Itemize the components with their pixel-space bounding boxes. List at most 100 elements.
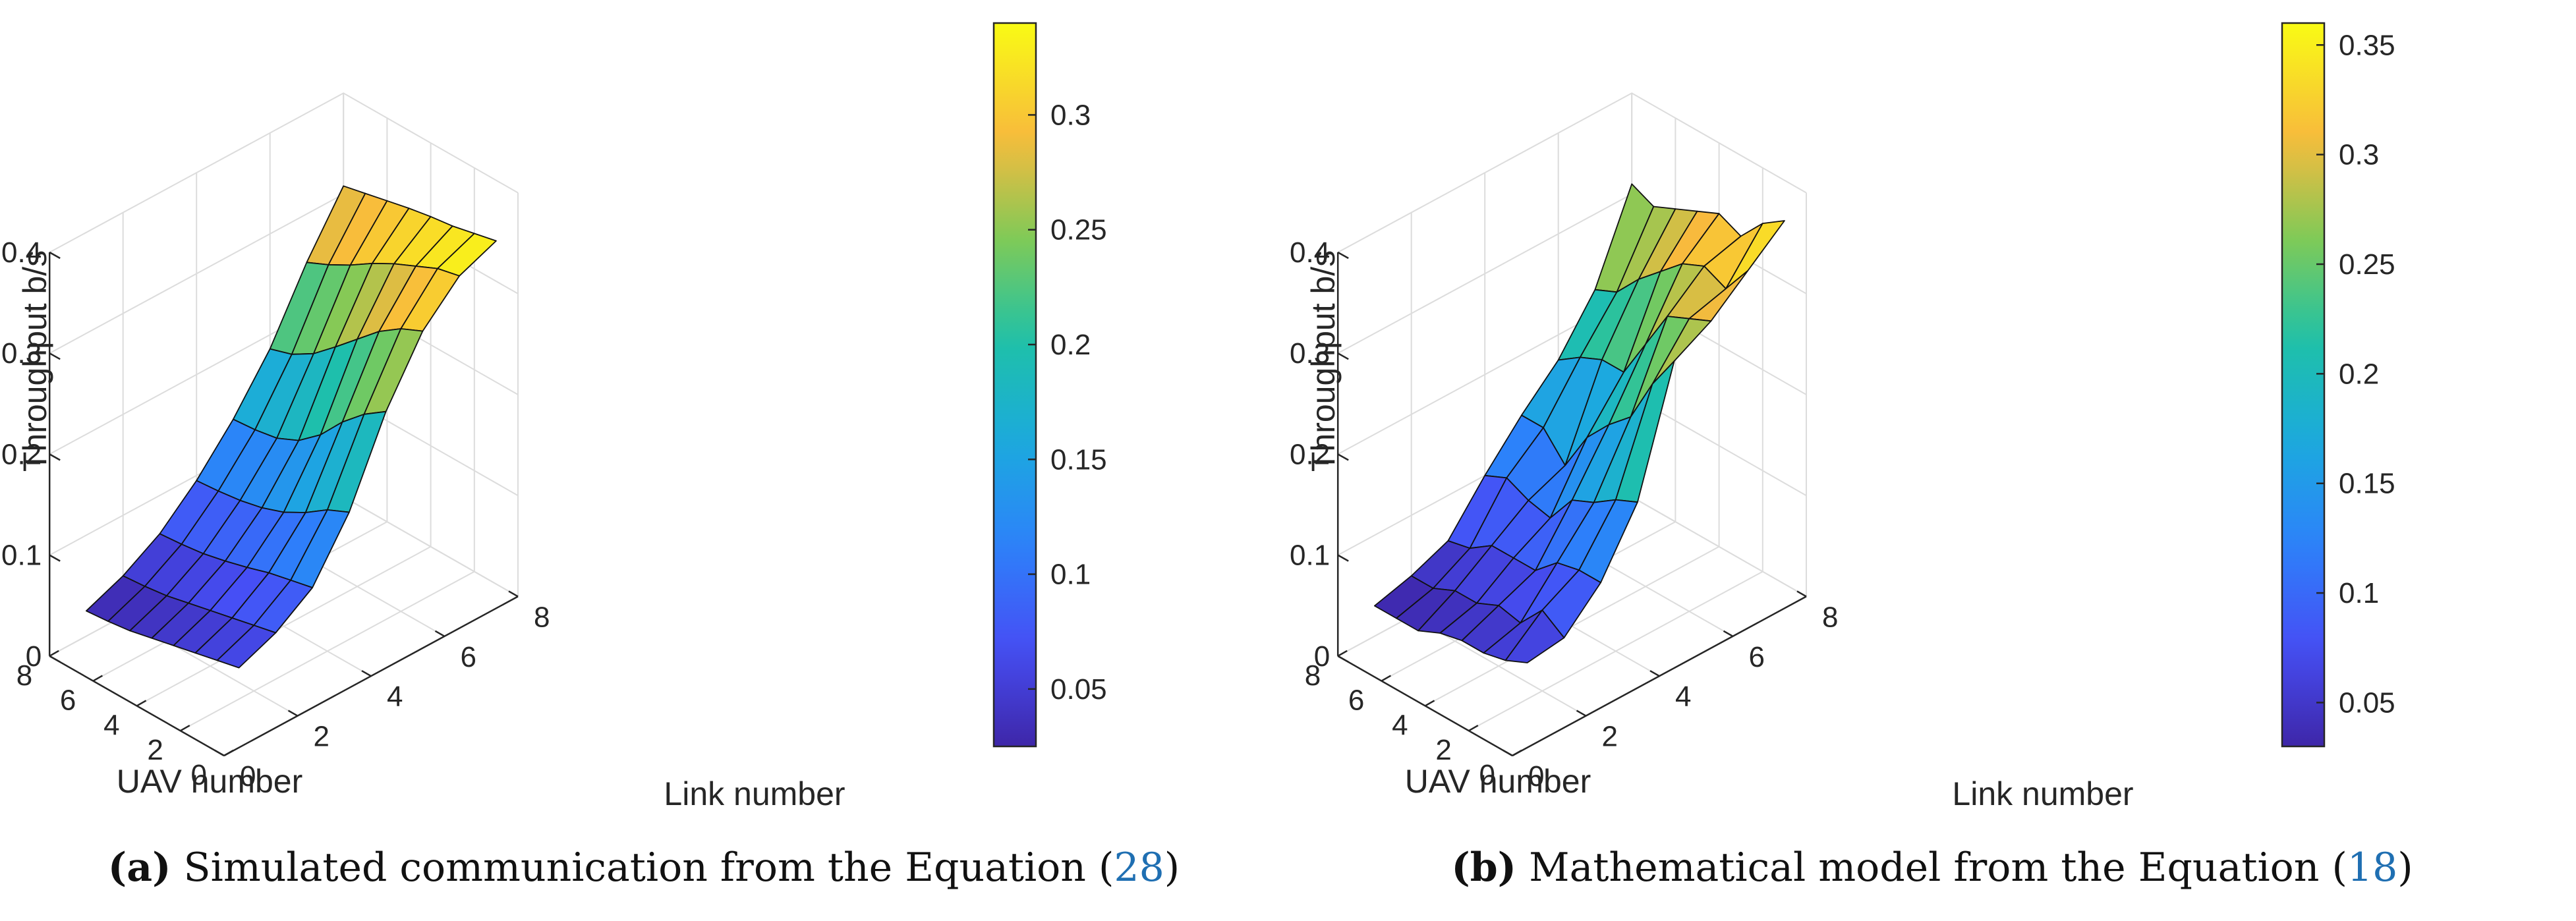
caption-ref-a[interactable]: 28 <box>1114 845 1164 891</box>
colorbar-tick-label: 0.2 <box>1050 329 1091 361</box>
colorbar-tick-label: 0.25 <box>2339 248 2395 281</box>
z-tick-label: 0.4 <box>1 237 42 269</box>
z-tick <box>1337 655 1349 663</box>
z-tick-label: 0.1 <box>1290 540 1330 572</box>
z-tick-label: 0.1 <box>1 540 42 572</box>
z-tick-label: 0.2 <box>1 438 42 470</box>
floor-y-gridline <box>136 545 432 707</box>
colorbar <box>2281 22 2326 748</box>
x-tick-label: 6 <box>1749 641 1765 673</box>
x-tick-label: 2 <box>1602 721 1618 753</box>
y-tick-label: 2 <box>1435 734 1451 766</box>
chart-panel-b: 0 2 4 6 8 0 2 4 6 8 0 0.1 0.2 0.3 0.4 Link number UAV nu… <box>1288 0 2576 921</box>
y-tick-label: 4 <box>103 709 119 741</box>
surface-b <box>1373 183 1785 663</box>
x-tick <box>434 630 445 637</box>
z-tick <box>49 251 61 260</box>
x-axis-label: Link number <box>1952 775 2133 812</box>
y-tick <box>1468 725 1479 732</box>
y-tick <box>92 675 103 682</box>
colorbar-tick-label: 0.15 <box>1050 443 1107 476</box>
z-axis-label: Throughput b/s <box>1305 250 1342 472</box>
z-tick <box>49 554 61 562</box>
caption-tag-a: (a) <box>108 845 171 891</box>
y-axis-label: UAV number <box>1405 763 1591 800</box>
floor-x-gridline <box>343 496 519 598</box>
z-tick <box>1337 251 1349 260</box>
caption-ref-b[interactable]: 18 <box>2347 845 2398 891</box>
x-tick-label: 6 <box>461 641 476 673</box>
z-tick-label: 0 <box>1314 640 1330 673</box>
caption-b: (b) Mathematical model from the Equation… <box>1288 845 2576 891</box>
y-tick <box>1337 650 1348 657</box>
colorbar-tick-label: 0.3 <box>1050 99 1091 131</box>
caption-tag-b: (b) <box>1451 845 1516 891</box>
chart-panel-a: 0 2 4 6 8 0 2 4 6 8 0 0.1 0.2 0.3 0.4 Link number UAV nu… <box>0 22 1288 891</box>
x-tick <box>214 749 225 757</box>
y-tick <box>180 725 190 732</box>
x-tick <box>508 590 519 598</box>
y-axis-label: UAV number <box>117 763 303 800</box>
x-tick-label: 8 <box>1822 601 1838 633</box>
colorbar <box>992 22 1037 748</box>
caption-paren-open-a: ( <box>107 845 127 891</box>
y-tick-label: 0 <box>191 759 207 791</box>
y-tick-label: 0 <box>1479 759 1495 791</box>
caption-label-b: b <box>1470 845 1498 891</box>
z-axis-label: Throughput b/s <box>16 250 53 472</box>
x-tick <box>1576 710 1587 717</box>
x-tick-label: 2 <box>314 721 329 753</box>
colorbar-tick-label: 0.1 <box>1050 559 1091 591</box>
y-tick-label: 8 <box>16 659 32 692</box>
colorbar-tick-label: 0.1 <box>2339 577 2379 609</box>
y-tick-label: 6 <box>60 684 76 717</box>
caption-text-b: Mathematical model from the Equation ( <box>1516 845 2347 891</box>
x-axis-label: Link number <box>664 775 845 812</box>
colorbar-tick-label: 0.15 <box>2339 468 2395 500</box>
x-tick <box>1649 670 1660 677</box>
z-tick <box>49 352 61 360</box>
colorbar-tick-label: 0.25 <box>1050 214 1107 246</box>
z-tick-label: 0.3 <box>1 337 42 370</box>
z-tick-label: 0.4 <box>1290 237 1330 269</box>
colorbar-tick-label: 0.05 <box>1050 673 1107 706</box>
colorbar-tick-label: 0.35 <box>2339 29 2395 61</box>
y-tick-label: 6 <box>1348 684 1364 717</box>
surface-a <box>85 185 497 669</box>
caption-end-b: ) <box>2397 845 2413 891</box>
x-tick <box>1796 590 1807 598</box>
y-tick-label: 2 <box>147 734 163 766</box>
colorbar-tick-label: 0.3 <box>2339 139 2379 171</box>
floor-x-gridline <box>1631 496 1807 598</box>
z-tick <box>1337 453 1349 461</box>
x-tick <box>1723 630 1734 637</box>
y-tick-label: 4 <box>1392 709 1408 741</box>
z-tick <box>49 453 61 461</box>
x-tick-label: 0 <box>1528 760 1544 793</box>
z-tick <box>49 655 61 663</box>
surface-patch <box>1504 609 1565 663</box>
z-tick-label: 0 <box>26 640 42 673</box>
x-tick-label: 0 <box>240 760 256 793</box>
z-tick <box>1337 352 1349 360</box>
x-tick <box>287 710 299 717</box>
z-tick <box>1337 554 1349 562</box>
caption-label-a: a <box>127 845 153 891</box>
caption-a: (a) Simulated communication from the Equ… <box>0 845 1288 891</box>
x-tick <box>1503 749 1513 757</box>
y-tick-label: 8 <box>1305 659 1321 692</box>
y-tick <box>1424 700 1435 707</box>
z-tick-label: 0.2 <box>1290 438 1330 470</box>
colorbar-tick-label: 0.2 <box>2339 358 2379 390</box>
y-tick <box>49 650 59 657</box>
x-tick-label: 4 <box>387 681 403 713</box>
y-tick <box>1512 749 1522 757</box>
colorbar-tick-label: 0.05 <box>2339 686 2395 719</box>
x-tick-label: 8 <box>534 601 550 633</box>
surface-patch <box>216 625 277 669</box>
caption-paren-close-b: ) <box>1497 845 1517 891</box>
y-tick <box>1381 675 1392 682</box>
caption-end-a: ) <box>1164 845 1180 891</box>
